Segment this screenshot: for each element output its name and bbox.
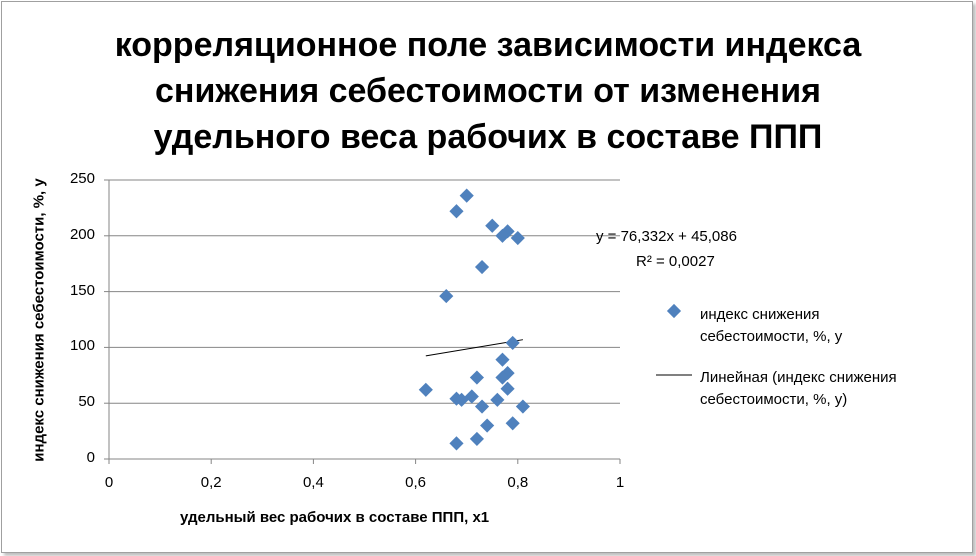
data-point [515,399,530,414]
chart-title: корреляционное поле зависимости индекса … [114,26,862,156]
data-point [474,399,490,414]
data-point [418,382,433,397]
x-tick-label: 0 [104,474,114,491]
data-point [495,370,510,385]
legend-marker-diamond [666,303,682,319]
data-point [459,188,474,203]
data-point [505,416,520,431]
data-point [510,230,525,246]
x-tick-label: 1 [615,474,625,491]
data-point [490,392,505,407]
legend-series-label: индекс снижения себестоимости, %, у [700,306,843,345]
data-point [449,204,464,219]
data-point [480,418,495,433]
data-point [454,392,469,407]
x-tick-label: 0,2 [200,474,222,491]
trendline-equation: y = 76,332x + 45,086 [596,228,737,245]
x-tick-label: 0,4 [302,474,324,491]
data-point [469,370,484,385]
y-tick-label: 0 [86,449,95,466]
trendline-r-squared: R² = 0,0027 [636,253,715,270]
y-tick-label: 200 [69,225,95,243]
x-tick-label: 0,8 [507,474,529,491]
y-tick-label: 50 [78,393,95,411]
x-tick-label: 0,6 [405,474,427,491]
data-point [485,218,500,233]
data-point [495,352,510,367]
data-point [439,288,454,304]
y-tick-label: 250 [69,170,95,187]
y-tick-label: 100 [69,337,95,355]
data-point [500,381,515,396]
legend-trendline-label: Линейная (индекс снижения себестоимости,… [700,369,897,408]
y-tick-label: 150 [69,281,95,299]
data-point [469,431,484,446]
data-point [505,335,520,351]
data-point [474,259,490,275]
data-point [495,228,510,243]
data-point [449,436,464,451]
x-axis-label: удельный вес рабочих в составе ППП, х1 [180,509,490,526]
